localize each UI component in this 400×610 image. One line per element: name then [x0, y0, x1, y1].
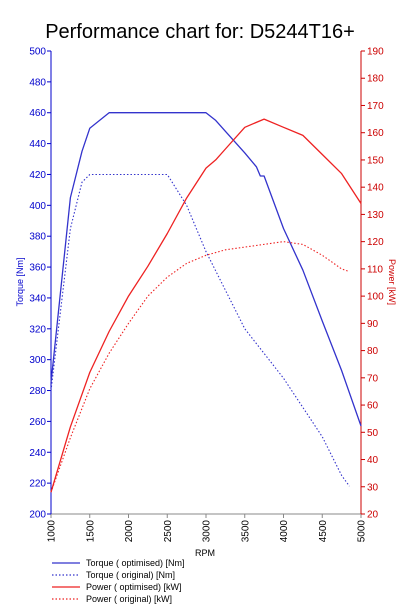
x-tick-label: 3500 — [240, 520, 251, 543]
series-line-power-original-kw — [50, 241, 350, 493]
y-right-tick-label: 70 — [367, 373, 379, 384]
x-tick-label: 4500 — [318, 520, 329, 543]
legend-label: Power ( original) [kW] — [86, 594, 172, 604]
y-right-tick-label: 150 — [367, 155, 384, 166]
y-right-tick-label: 180 — [367, 74, 384, 85]
y-right-tick-label: 20 — [367, 510, 379, 521]
legend: Torque ( optimised) [Nm] Torque ( origina… — [52, 558, 185, 604]
y-right-tick-label: 170 — [367, 101, 384, 112]
y-left-tick-label: 360 — [29, 263, 46, 274]
x-axis-label: RPM — [195, 548, 215, 558]
y-left-tick-label: 240 — [29, 448, 46, 459]
series-line-torque-optimised-nm — [50, 112, 362, 427]
y-left-tick-label: 280 — [29, 386, 46, 397]
x-axis: 1000 1500 2000 2500 3000 3500 4000 4500 5000 — [47, 514, 368, 542]
x-tick-label: 5000 — [357, 520, 368, 543]
chart-title: Performance chart for: D5244T16+ — [45, 21, 355, 43]
y-left-tick-label: 380 — [29, 232, 46, 243]
y-left-tick-label: 440 — [29, 139, 46, 150]
y-right-tick-label: 30 — [367, 482, 379, 493]
y-right-tick-label: 50 — [367, 428, 379, 439]
legend-label: Torque ( original) [Nm] — [86, 570, 175, 580]
plot-frame — [50, 51, 362, 515]
y-left-tick-label: 260 — [29, 417, 46, 428]
y-left-tick-label: 340 — [29, 293, 46, 304]
series-line-torque-original-nm — [50, 173, 350, 487]
x-tick-label: 1500 — [85, 520, 96, 543]
y-axis-right-label: Power [kW] — [387, 259, 397, 305]
y-right-tick-label: 100 — [367, 292, 384, 303]
y-left-tick-label: 300 — [29, 355, 46, 366]
legend-label: Torque ( optimised) [Nm] — [86, 558, 185, 568]
y-left-tick-label: 460 — [29, 108, 46, 119]
y-right-tick-label: 60 — [367, 401, 379, 412]
x-tick-label: 2000 — [124, 520, 135, 543]
y-right-tick-label: 160 — [367, 128, 384, 139]
y-right-tick-label: 140 — [367, 183, 384, 194]
y-right-tick-label: 120 — [367, 237, 384, 248]
x-tick-label: 1000 — [47, 520, 58, 543]
x-tick-label: 2500 — [163, 520, 174, 543]
y-left-tick-label: 220 — [29, 479, 46, 490]
x-tick-label: 3000 — [202, 520, 213, 543]
y-right-tick-label: 80 — [367, 346, 379, 357]
y-left-tick-label: 500 — [29, 47, 46, 58]
y-axis-left: 200 220 240 260 280 300 320 340 360 380 400 420 440 4… — [29, 47, 51, 521]
x-tick-label: 4000 — [279, 520, 290, 543]
series-line-power-optimised-kw — [50, 118, 362, 493]
y-axis-right: 20 30 40 50 60 70 80 90 100 110 120 130 140 150 160 170… — [361, 47, 384, 521]
legend-label: Power ( optimised) [kW] — [86, 582, 182, 592]
y-right-tick-label: 110 — [367, 264, 383, 275]
series-layer — [50, 112, 362, 493]
y-left-tick-label: 420 — [29, 170, 46, 181]
y-left-tick-label: 320 — [29, 324, 46, 335]
y-left-tick-label: 400 — [29, 201, 46, 212]
y-right-tick-label: 40 — [367, 455, 379, 466]
y-right-tick-label: 90 — [367, 319, 379, 330]
y-left-tick-label: 200 — [29, 510, 46, 521]
y-left-tick-label: 480 — [29, 77, 46, 88]
y-axis-left-label: Torque [Nm] — [15, 257, 25, 306]
y-right-tick-label: 130 — [367, 210, 384, 221]
y-right-tick-label: 190 — [367, 47, 384, 58]
